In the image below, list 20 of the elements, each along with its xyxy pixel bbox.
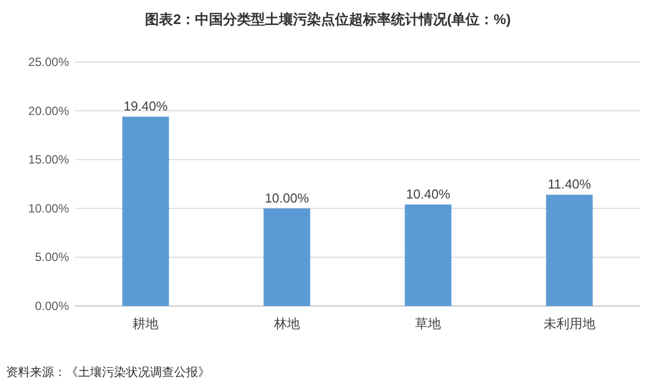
data-label: 19.40% (124, 98, 168, 114)
data-label: 10.40% (406, 186, 451, 202)
x-tick-label: 未利用地 (543, 316, 596, 331)
bar (122, 116, 169, 306)
y-tick-label: 0.00% (34, 299, 70, 313)
bar (264, 208, 310, 306)
data-label: 11.40% (548, 176, 592, 192)
bar (546, 194, 593, 306)
bar (404, 204, 452, 306)
x-tick-label: 草地 (415, 316, 442, 331)
y-tick-label: 25.00% (28, 55, 70, 69)
chart-title: 图表2：中国分类型土壤污染点位超标率统计情况(单位：%) (145, 11, 511, 27)
y-tick-label: 10.00% (28, 201, 70, 216)
y-tick-label: 5.00% (34, 250, 70, 264)
y-tick-label: 15.00% (28, 152, 70, 167)
y-tick-label: 20.00% (28, 104, 70, 118)
x-tick-label: 林地 (272, 316, 300, 331)
x-tick-label: 耕地 (132, 316, 159, 331)
text: 资料来源：《土壤污染状况调查公报》 (6, 365, 210, 379)
data-label: 10.00% (264, 190, 310, 206)
